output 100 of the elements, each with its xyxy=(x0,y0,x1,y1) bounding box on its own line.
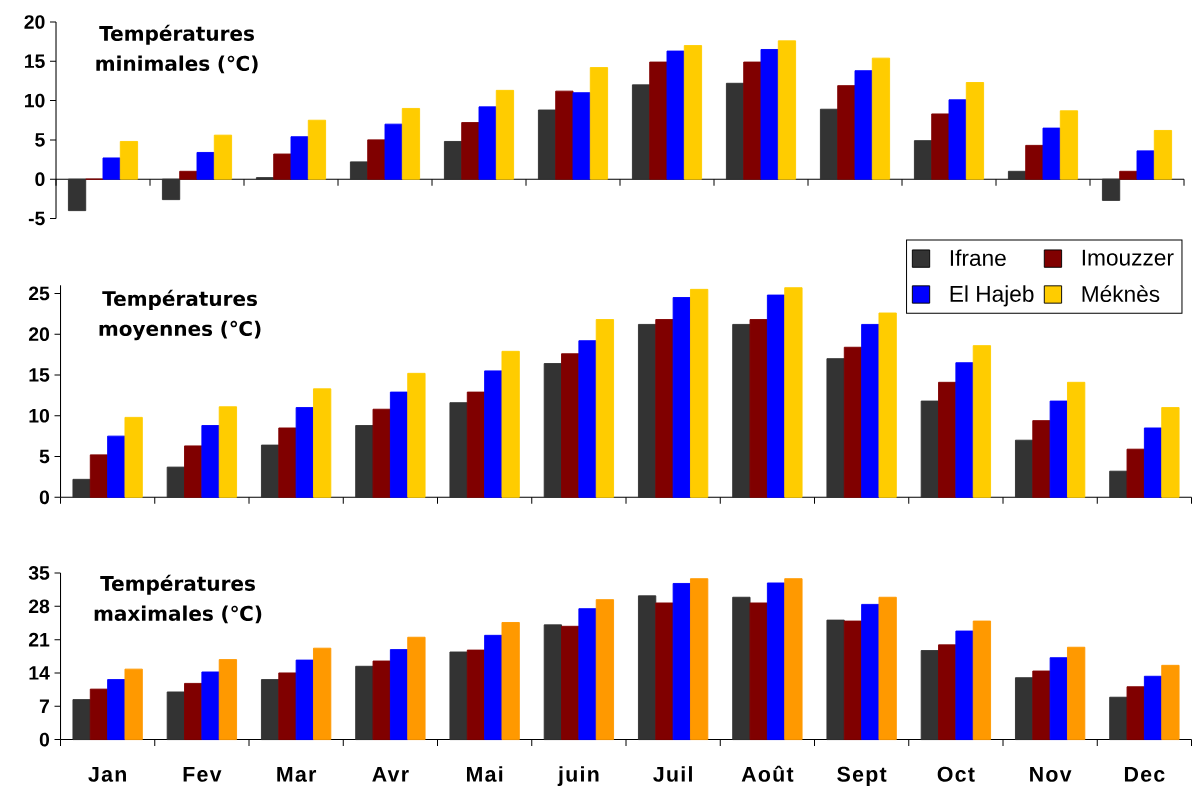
bar xyxy=(826,619,845,741)
y-tick-label: 5 xyxy=(39,449,50,464)
bar xyxy=(290,136,309,180)
bar xyxy=(107,679,126,741)
bar xyxy=(1119,170,1138,180)
bar xyxy=(372,408,391,498)
bar xyxy=(107,435,126,498)
bar xyxy=(501,350,520,498)
bar xyxy=(766,582,786,741)
y-tick-label: -5 xyxy=(28,211,45,226)
x-tick-label: Mai xyxy=(467,766,503,782)
bar xyxy=(166,466,186,498)
y-tick-label: 0 xyxy=(39,732,50,747)
bar xyxy=(955,362,974,498)
bar xyxy=(213,134,233,180)
bar xyxy=(672,582,691,741)
bar xyxy=(407,372,426,498)
bar xyxy=(124,416,143,498)
bar xyxy=(938,381,957,498)
y-tick-label: 28 xyxy=(28,599,50,614)
x-tick-label: Août xyxy=(741,765,794,782)
bar xyxy=(784,287,803,498)
bar xyxy=(572,92,591,180)
bar xyxy=(595,599,615,741)
bar xyxy=(372,660,391,741)
bar xyxy=(1032,420,1051,498)
bar xyxy=(854,70,873,180)
bar xyxy=(690,578,709,741)
y-tick-label: 35 xyxy=(28,566,50,580)
bar xyxy=(401,107,421,180)
bar xyxy=(201,425,220,498)
bar xyxy=(1136,150,1155,180)
text: Températures moyennes (℃) xyxy=(99,289,261,341)
bar xyxy=(931,113,950,180)
bar xyxy=(484,370,503,498)
bar xyxy=(1067,646,1086,741)
bar xyxy=(295,407,314,498)
bar xyxy=(196,151,215,180)
bar xyxy=(1059,110,1079,180)
bar xyxy=(449,651,468,741)
bar xyxy=(184,445,203,498)
x-tick-label: Avr xyxy=(372,766,409,782)
bar xyxy=(1143,675,1163,741)
bar xyxy=(777,40,797,180)
bar xyxy=(861,323,880,498)
bar xyxy=(938,644,957,741)
legend-label: Imouzzer xyxy=(1082,249,1174,266)
bar xyxy=(1025,144,1044,180)
bar xyxy=(543,363,563,498)
legend-label: El Hajeb xyxy=(950,285,1034,307)
bar xyxy=(355,665,374,741)
y-tick-label: 10 xyxy=(29,408,50,423)
y-tick-label: 14 xyxy=(29,666,50,680)
bar xyxy=(273,153,292,180)
bar xyxy=(672,297,691,498)
bar xyxy=(484,634,503,741)
bar xyxy=(1049,400,1068,498)
bar xyxy=(819,108,839,180)
bar xyxy=(1067,381,1086,498)
bar xyxy=(443,140,463,180)
bar xyxy=(278,427,297,498)
bar xyxy=(384,123,403,180)
bar xyxy=(407,636,426,741)
bar xyxy=(1143,427,1163,498)
bar xyxy=(72,478,91,498)
bar xyxy=(119,140,139,180)
bar xyxy=(1153,129,1173,180)
bar xyxy=(260,679,280,741)
x-tick-label: juin xyxy=(557,766,599,787)
bar xyxy=(878,596,897,741)
bar xyxy=(466,649,486,741)
bar xyxy=(631,84,651,180)
y-tick-label: 20 xyxy=(28,327,50,342)
bar xyxy=(389,391,409,498)
bar xyxy=(166,691,186,741)
bar xyxy=(920,650,940,741)
legend-label: Ifrane xyxy=(950,249,1006,267)
x-tick-label: Oct xyxy=(937,766,975,782)
bar xyxy=(218,659,238,741)
bar xyxy=(826,358,845,498)
bar xyxy=(972,345,992,498)
bar xyxy=(1007,170,1027,180)
bar xyxy=(683,45,703,180)
bar xyxy=(1109,470,1128,498)
x-tick-label: Fev xyxy=(183,766,222,782)
x-tick-label: Sept xyxy=(837,766,887,787)
bar xyxy=(89,688,109,741)
bar xyxy=(501,622,520,741)
legend-label: Méknès xyxy=(1082,285,1160,303)
bar xyxy=(1049,657,1068,741)
bar xyxy=(955,630,974,741)
bar xyxy=(1014,439,1034,498)
bar xyxy=(578,608,597,741)
bar xyxy=(843,346,863,498)
bar xyxy=(743,61,762,180)
bar xyxy=(920,400,940,498)
text: Températures minimales (℃) xyxy=(96,24,258,74)
bar xyxy=(355,425,374,498)
bar xyxy=(466,391,486,498)
bar xyxy=(655,602,674,741)
